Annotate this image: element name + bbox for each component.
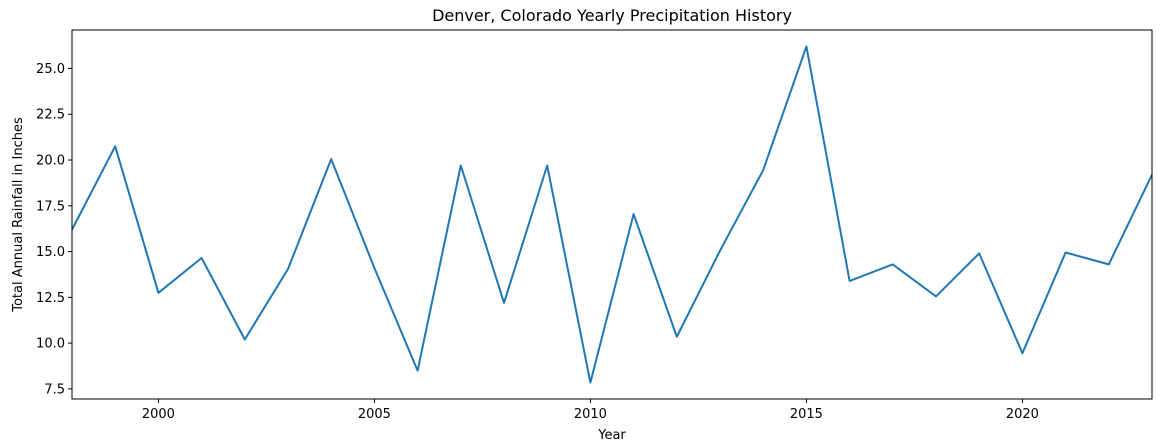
y-tick-label: 12.5 (36, 291, 65, 306)
x-tick-label: 2000 (142, 407, 175, 422)
x-tick-label: 2015 (790, 407, 823, 422)
plot-area (72, 30, 1152, 399)
y-tick-label: 20.0 (36, 154, 65, 169)
x-tick-label: 2005 (358, 407, 391, 422)
y-axis-title: Total Annual Rainfall in Inches (11, 117, 26, 313)
y-tick-label: 10.0 (36, 337, 65, 352)
series-line (71, 45, 1153, 384)
y-tick-label: 7.5 (44, 382, 65, 397)
y-tick-label: 25.0 (36, 62, 65, 77)
y-axis-ticks: 7.5 10.0 12.5 15.0 17.5 20.0 22.5 25.0 (36, 62, 72, 397)
y-tick-label: 17.5 (36, 199, 65, 214)
x-axis-title: Year (597, 428, 626, 443)
x-axis-ticks: 2000 2005 2010 2015 2020 (142, 399, 1039, 422)
y-tick-label: 22.5 (36, 108, 65, 123)
chart-title: Denver, Colorado Yearly Precipitation Hi… (432, 6, 792, 25)
x-tick-label: 2010 (574, 407, 607, 422)
x-tick-label: 2020 (1006, 407, 1039, 422)
plot-frame (71, 29, 1153, 400)
y-tick-label: 15.0 (36, 245, 65, 260)
